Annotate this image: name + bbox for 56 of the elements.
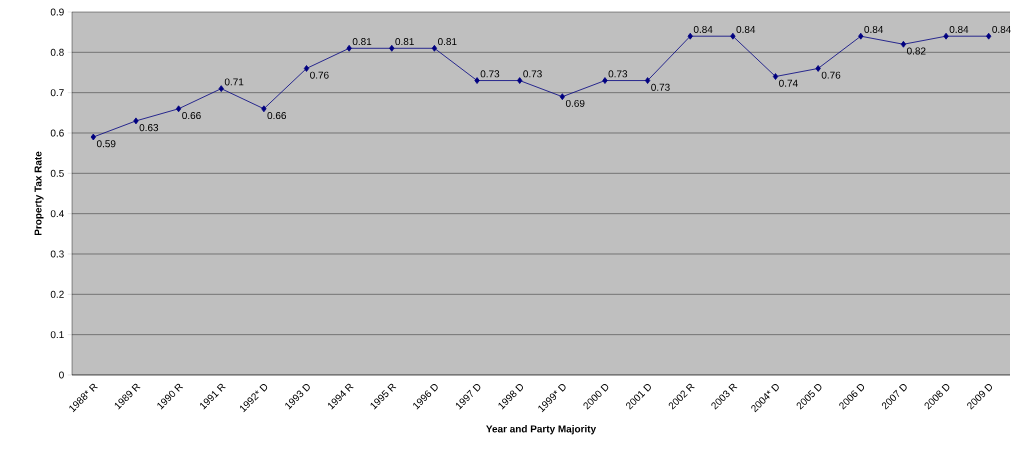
- point: [133, 117, 139, 125]
- data-label: 0.63: [139, 124, 159, 132]
- data-label: 0.74: [779, 79, 798, 87]
- data-label: 0.84: [736, 25, 756, 34]
- point: [559, 93, 565, 101]
- y-tick-label: 0.9: [50, 8, 64, 16]
- point: [303, 65, 310, 72]
- data-label: 0.66: [267, 111, 287, 120]
- data-label: 0.73: [480, 70, 500, 78]
- point: [389, 44, 395, 52]
- y-tick-label: 0.2: [50, 290, 64, 298]
- point: [218, 85, 224, 93]
- data-label: 0.69: [565, 99, 585, 107]
- y-tick-label: 0.1: [50, 331, 64, 339]
- data-label: 0.73: [651, 83, 670, 91]
- y-tick-label: 0.8: [50, 48, 64, 56]
- data-label: 0.84: [864, 25, 884, 34]
- data-label: 0.73: [608, 70, 628, 78]
- data-label: 0.73: [523, 70, 542, 78]
- x-axis-title: Year and Party Majority: [486, 425, 597, 435]
- data-label: 0.81: [438, 38, 457, 46]
- point: [90, 133, 96, 141]
- data-label: 0.82: [907, 47, 926, 55]
- point: [943, 32, 949, 40]
- point: [517, 77, 523, 84]
- y-tick-label: 0.4: [50, 210, 64, 218]
- y-axis-title: Property Tax Rate: [34, 151, 44, 236]
- y-tick-label: 0.7: [50, 89, 64, 97]
- data-label: 0.84: [693, 25, 713, 34]
- y-tick-label: 0.3: [50, 250, 64, 258]
- data-label: 0.81: [352, 38, 372, 46]
- data-label: 0.84: [949, 25, 969, 34]
- point: [346, 44, 352, 52]
- point: [687, 32, 693, 40]
- data-label: 0.66: [182, 111, 201, 120]
- point: [474, 77, 480, 84]
- point: [900, 40, 907, 48]
- point: [261, 105, 267, 113]
- point: [858, 32, 864, 40]
- point: [730, 32, 736, 40]
- point: [986, 32, 992, 40]
- point: [175, 105, 182, 113]
- point: [644, 77, 651, 84]
- data-label: 0.84: [992, 25, 1011, 34]
- data-label: 0.81: [395, 38, 414, 46]
- y-tick-label: 0: [59, 371, 64, 379]
- point: [815, 65, 821, 72]
- y-tick-label: 0.6: [50, 129, 64, 137]
- data-label: 0.76: [310, 71, 329, 79]
- point: [602, 77, 608, 84]
- data-label: 0.71: [224, 78, 244, 86]
- data-label: 0.59: [96, 140, 116, 148]
- y-tick-label: 0.5: [50, 169, 64, 177]
- point: [431, 44, 438, 52]
- point: [772, 73, 779, 80]
- data-label: 0.76: [821, 71, 841, 79]
